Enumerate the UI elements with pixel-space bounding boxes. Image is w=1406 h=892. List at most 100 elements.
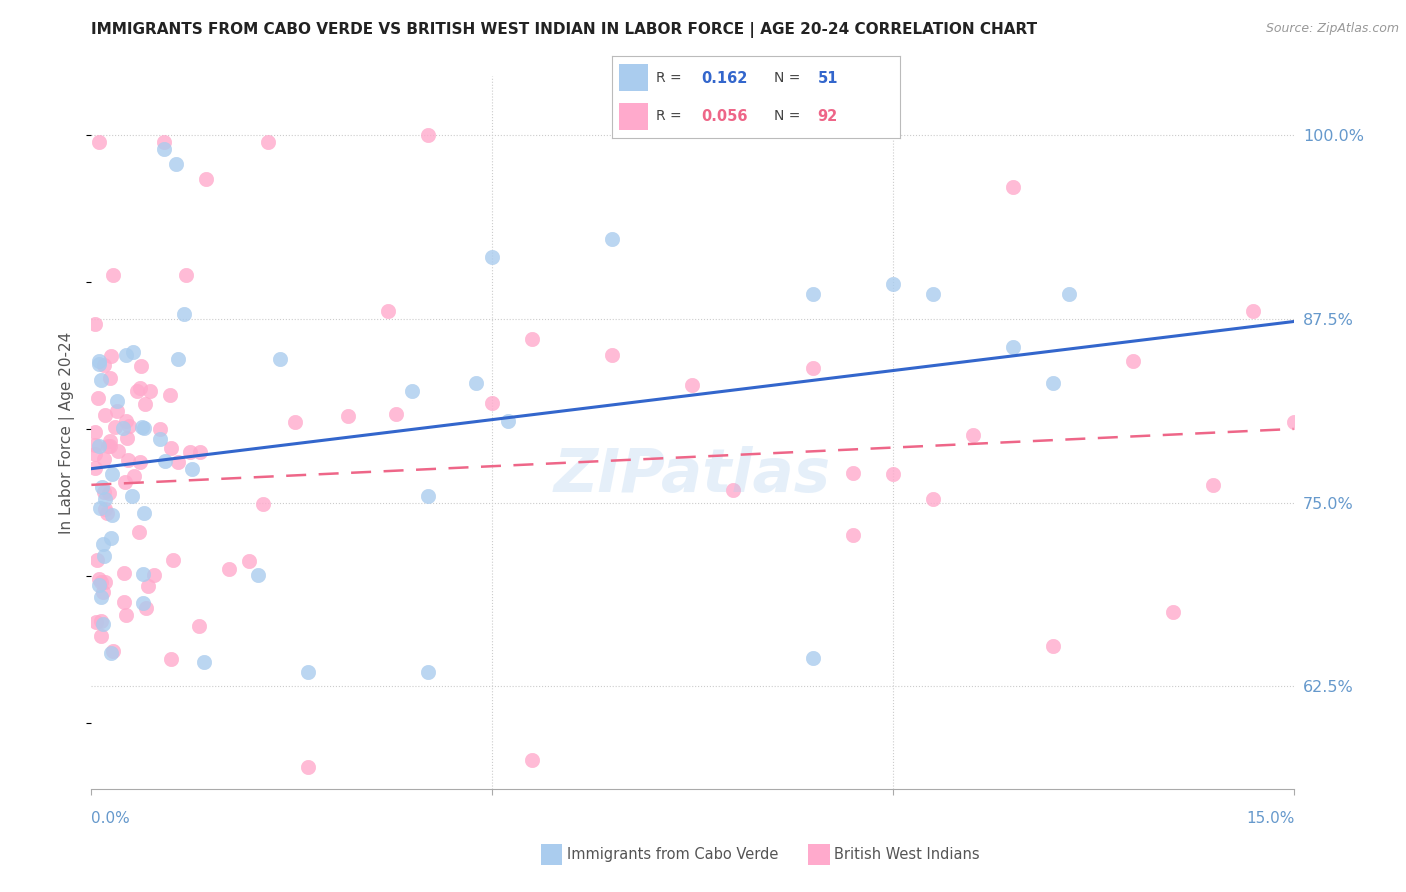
Point [105,404,128,418]
Point [131,567,153,582]
Point [89,135,111,149]
Point [149,422,172,436]
Point [166,352,188,367]
Text: 15.0%: 15.0% [1247,812,1295,826]
Point [90,614,112,628]
Text: Source: ZipAtlas.com: Source: ZipAtlas.com [1265,22,1399,36]
Point [84,318,107,332]
Point [1243,303,1265,318]
Point [114,566,136,581]
Point [882,277,904,291]
Point [1001,179,1024,194]
Point [93,549,115,563]
Point [165,157,187,171]
Point [152,142,174,156]
Point [801,651,824,665]
Point [94,491,117,506]
Point [115,414,138,428]
Point [416,489,439,503]
Text: 51: 51 [818,70,838,86]
Point [922,286,945,301]
Text: IMMIGRANTS FROM CABO VERDE VS BRITISH WEST INDIAN IN LABOR FORCE | AGE 20-24 COR: IMMIGRANTS FROM CABO VERDE VS BRITISH WE… [91,22,1038,38]
Point [252,497,274,511]
Point [91,536,114,550]
Point [336,409,359,424]
Text: N =: N = [775,71,806,86]
Point [90,574,112,589]
Point [97,485,120,500]
Point [100,646,122,660]
Point [143,568,166,582]
Point [112,421,135,435]
Point [284,415,307,429]
Point [93,502,115,516]
Text: R =: R = [657,109,686,123]
Point [100,349,122,363]
Point [100,467,122,481]
Point [174,268,197,282]
Point [922,492,945,507]
Point [416,665,439,679]
Point [602,348,624,362]
Point [117,452,139,467]
Point [195,172,218,186]
Point [159,651,181,665]
Point [1282,415,1305,429]
Point [1042,639,1064,653]
Text: British West Indians: British West Indians [834,847,980,862]
Point [602,232,624,246]
Point [90,630,112,644]
Point [193,656,215,670]
Point [128,524,150,539]
Point [84,460,107,475]
Point [86,552,108,566]
Point [104,420,127,434]
Point [93,358,115,372]
Point [89,357,111,371]
Point [90,480,112,494]
Point [101,268,124,282]
Point [124,469,146,483]
Point [1163,606,1185,620]
Point [90,590,112,604]
Point [481,250,503,264]
Point [100,531,122,545]
Point [256,135,278,149]
Point [882,467,904,481]
Point [801,360,824,375]
Point [134,396,156,410]
Text: Immigrants from Cabo Verde: Immigrants from Cabo Verde [567,847,778,862]
Point [86,391,108,405]
Point [98,434,121,449]
Point [125,384,148,399]
Point [187,618,209,632]
Y-axis label: In Labor Force | Age 20-24: In Labor Force | Age 20-24 [59,332,76,533]
Point [98,439,121,453]
Point [841,527,863,541]
Text: N =: N = [775,109,806,123]
Point [1202,477,1225,491]
Point [134,421,156,435]
Point [129,359,152,374]
Point [416,128,439,142]
Point [377,304,399,318]
Point [238,554,260,568]
Point [247,568,270,582]
Text: R =: R = [657,71,686,86]
Point [522,332,544,346]
Text: 0.056: 0.056 [702,109,748,124]
Point [89,501,111,516]
Text: ZIPatlas: ZIPatlas [554,446,831,505]
Point [93,451,115,466]
Point [118,418,141,433]
Point [481,396,503,410]
Text: 0.162: 0.162 [702,70,748,86]
Point [218,562,240,576]
Text: 0.0%: 0.0% [91,812,131,826]
Point [179,444,201,458]
Point [801,286,824,301]
Point [962,427,984,442]
Point [107,444,129,458]
Point [100,508,122,522]
Point [173,307,195,321]
